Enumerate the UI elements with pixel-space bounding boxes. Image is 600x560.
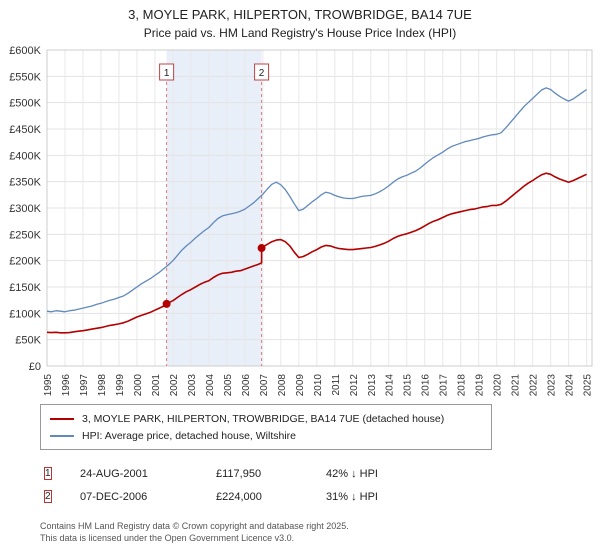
y-axis-label: £200K (9, 256, 41, 268)
x-axis-label: 2008 (277, 374, 288, 397)
transaction-2-price: £224,000 (216, 490, 262, 503)
x-axis-label: 2019 (475, 374, 486, 397)
y-axis-label: £400K (9, 150, 41, 162)
x-axis-label: 1999 (115, 374, 126, 397)
chart-legend: 3, MOYLE PARK, HILPERTON, TROWBRIDGE, BA… (40, 404, 492, 450)
hpi-line (46, 87, 587, 313)
y-axis-label: £350K (9, 177, 41, 189)
y-axis-label: £0 (29, 361, 41, 373)
x-axis-label: 2001 (151, 374, 162, 397)
plot-border (46, 49, 593, 367)
y-axis-label: £150K (9, 282, 41, 294)
x-axis-label: 2013 (367, 374, 378, 397)
license-footer: Contains HM Land Registry data © Crown c… (40, 520, 600, 544)
transaction-1-badge: 1 (44, 467, 52, 480)
x-axis-label: 2006 (241, 374, 252, 397)
y-axis-label: £450K (9, 124, 41, 136)
x-axis-label: 2005 (223, 374, 234, 397)
transaction-row: 2 07-DEC-2006 £224,000 31% ↓ HPI (44, 485, 600, 508)
y-axis-label: £50K (15, 335, 41, 347)
legend-row-property: 3, MOYLE PARK, HILPERTON, TROWBRIDGE, BA… (50, 410, 482, 427)
x-axis-label: 1995 (43, 374, 54, 397)
x-axis-label: 2017 (439, 374, 450, 397)
x-axis-label: 2007 (259, 374, 270, 397)
x-axis-label: 2011 (331, 374, 342, 396)
transaction-2-badge: 2 (44, 490, 52, 503)
license-line-2: This data is licensed under the Open Gov… (40, 533, 295, 544)
sale-marker-dot (257, 244, 266, 253)
transaction-2-date: 07-DEC-2006 (80, 490, 148, 503)
license-line-1: Contains HM Land Registry data © Crown c… (40, 521, 349, 531)
x-axis-label: 1997 (79, 374, 90, 397)
property-price-line (46, 172, 587, 334)
y-axis-label: £300K (9, 203, 41, 215)
x-axis-label: 2009 (295, 374, 306, 397)
sale-marker-badge-label: 1 (164, 68, 170, 79)
x-axis-label: 2010 (313, 374, 324, 397)
x-axis-label: 2003 (187, 374, 198, 397)
x-axis-label: 2016 (421, 374, 432, 397)
transaction-1-hpi-delta: 42% ↓ HPI (326, 467, 378, 480)
page-subtitle: Price paid vs. HM Land Registry's House … (143, 26, 457, 40)
chart-header: 3, MOYLE PARK, HILPERTON, TROWBRIDGE, BA… (0, 0, 600, 40)
x-axis-label: 2021 (511, 374, 522, 397)
legend-row-hpi: HPI: Average price, detached house, Wilt… (50, 427, 482, 444)
y-axis-label: £550K (9, 71, 41, 83)
y-axis-label: £500K (9, 98, 41, 110)
sale-marker-dot (162, 299, 171, 308)
sale-marker-badge (159, 63, 175, 81)
sale-marker-badge (254, 63, 270, 81)
price-history-chart: £0 £50K £100K £150K £200K £250K £300K £350K £400… (9, 45, 594, 397)
transaction-list: 1 24-AUG-2001 £117,950 42% ↓ HPI 2 07-DE… (44, 462, 600, 508)
page-title: 3, MOYLE PARK, HILPERTON, TROWBRIDGE, BA… (128, 7, 472, 22)
x-axis-label: 2004 (205, 374, 216, 397)
x-axis-label: 2012 (349, 374, 360, 397)
x-axis-label: 2024 (565, 374, 576, 397)
x-axis-label: 1998 (97, 374, 108, 397)
hpi-series-swatch (50, 434, 74, 437)
x-axis-label: 2002 (169, 374, 180, 397)
x-axis-label: 2018 (457, 374, 468, 397)
x-axis-label: 2022 (529, 374, 540, 397)
transaction-1-price: £117,950 (216, 467, 262, 480)
transaction-1-date: 24-AUG-2001 (80, 467, 148, 480)
x-axis-label: 2015 (403, 374, 414, 397)
y-axis-label: £600K (9, 45, 41, 57)
y-axis-label: £250K (9, 229, 41, 241)
x-axis-label: 2023 (547, 374, 558, 397)
x-axis-label: 1996 (61, 374, 72, 397)
property-series-label: 3, MOYLE PARK, HILPERTON, TROWBRIDGE, BA… (82, 412, 445, 425)
y-axis-label: £100K (9, 308, 41, 320)
x-axis-label: 2025 (583, 374, 594, 397)
x-axis-label: 2020 (493, 374, 504, 397)
hpi-series-label: HPI: Average price, detached house, Wilt… (82, 429, 297, 442)
x-axis-label: 2014 (385, 374, 396, 397)
x-axis-label: 2000 (133, 374, 144, 397)
property-series-swatch (50, 417, 74, 420)
transaction-2-hpi-delta: 31% ↓ HPI (326, 490, 378, 503)
sale-marker-badge-label: 2 (259, 68, 265, 79)
transaction-row: 1 24-AUG-2001 £117,950 42% ↓ HPI (44, 462, 600, 485)
